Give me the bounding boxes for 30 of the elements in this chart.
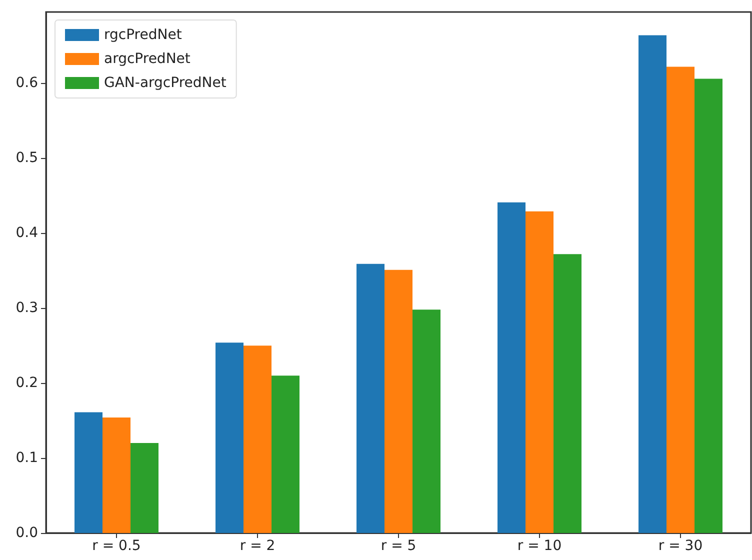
bar bbox=[216, 342, 244, 533]
bar bbox=[244, 346, 272, 533]
y-tick-label: 0.1 bbox=[16, 450, 38, 466]
y-tick-label: 0.6 bbox=[16, 75, 38, 92]
legend-label: GAN-argcPredNet bbox=[104, 75, 227, 91]
x-tick-label: r = 30 bbox=[658, 538, 703, 554]
bar bbox=[638, 35, 666, 533]
bar bbox=[498, 202, 526, 533]
bar bbox=[384, 270, 412, 533]
x-tick-label: r = 2 bbox=[240, 538, 276, 554]
bar bbox=[356, 264, 384, 533]
bar bbox=[102, 418, 130, 533]
y-tick-label: 0.2 bbox=[16, 375, 38, 392]
bar bbox=[74, 412, 102, 533]
bar bbox=[272, 376, 300, 533]
bar bbox=[554, 254, 582, 533]
legend-label: argcPredNet bbox=[104, 51, 191, 67]
bar bbox=[666, 66, 694, 533]
bar bbox=[526, 211, 554, 533]
y-tick-label: 0.0 bbox=[16, 525, 38, 541]
bar bbox=[412, 310, 440, 533]
y-tick-label: 0.4 bbox=[16, 225, 38, 242]
y-tick-label: 0.5 bbox=[16, 150, 38, 166]
bar bbox=[694, 78, 722, 533]
legend-label: rgcPredNet bbox=[104, 27, 182, 43]
x-tick-label: r = 0.5 bbox=[92, 538, 141, 554]
x-tick-label: r = 5 bbox=[380, 538, 416, 554]
bar bbox=[130, 443, 158, 533]
y-tick-label: 0.3 bbox=[16, 300, 38, 316]
x-tick-label: r = 10 bbox=[517, 538, 562, 554]
